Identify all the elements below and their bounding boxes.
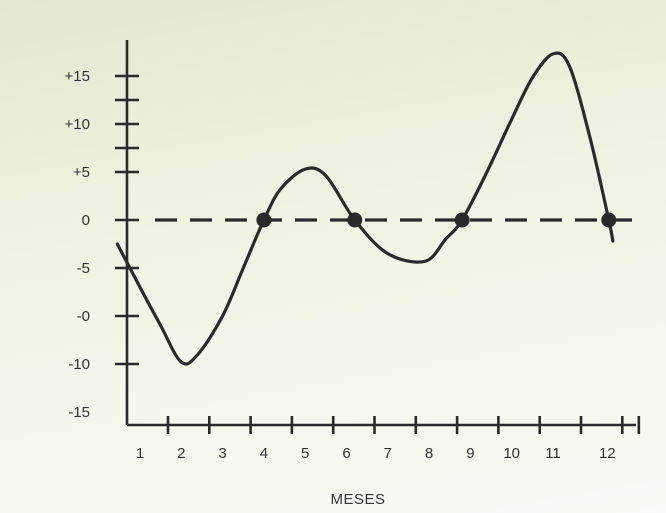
- y-tick-label: 0: [82, 212, 90, 229]
- y-tick-label: -0: [77, 308, 90, 325]
- x-axis-title: MESES: [330, 491, 385, 508]
- y-axis: +15 +10 +5 0 -5 -0 -10 -15: [65, 40, 139, 425]
- y-tick-label: +10: [65, 116, 90, 133]
- y-tick-label: +5: [73, 164, 90, 181]
- x-tick-label: 2: [177, 445, 185, 462]
- x-tick-label: 9: [466, 445, 474, 462]
- y-tick-label: +15: [65, 68, 90, 85]
- x-tick-label: 8: [425, 445, 433, 462]
- x-tick-label: 12: [599, 445, 616, 462]
- x-tick-label: 1: [136, 445, 144, 462]
- series: [115, 51, 615, 366]
- data-point-marker: [256, 212, 272, 228]
- x-tick-label: 3: [218, 445, 226, 462]
- y-tick-label: -5: [77, 260, 90, 277]
- data-point-marker: [347, 212, 363, 228]
- y-tick-label: -15: [68, 404, 90, 421]
- data-point-marker: [601, 212, 617, 228]
- x-axis: 1 2 3 4 5 6 7 8 9 10 11 12: [127, 416, 641, 462]
- x-tick-label: 11: [545, 445, 561, 462]
- y-tick-label: -10: [68, 356, 90, 373]
- x-tick-label: 5: [301, 445, 309, 462]
- data-point-marker: [454, 212, 470, 228]
- x-tick-label: 4: [260, 445, 268, 462]
- x-tick-label: 10: [503, 445, 520, 462]
- zero-crossing-markers: [256, 212, 617, 228]
- x-tick-label: 6: [342, 445, 350, 462]
- series-line: [115, 51, 615, 366]
- x-tick-label: 7: [384, 445, 392, 462]
